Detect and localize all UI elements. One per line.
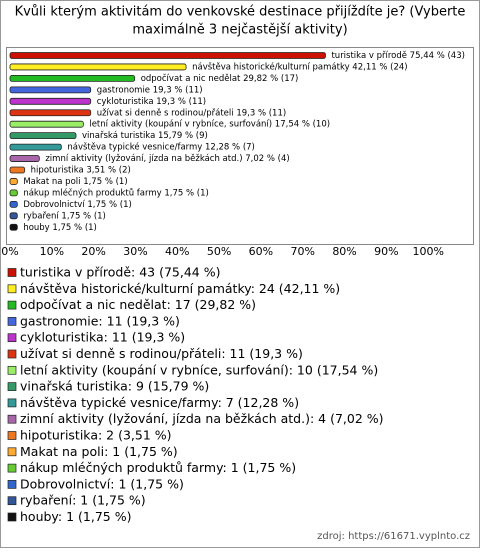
data-label: hipoturistika 3,51 % (2)	[31, 166, 131, 176]
legend-swatch	[7, 414, 17, 424]
x-tick-label: 10%	[40, 245, 64, 258]
legend-label: vinařská turistika: 9 (15,79 %)	[20, 379, 209, 394]
legend-label: návštěva historické/kulturní památky: 24…	[20, 281, 340, 296]
legend-swatch	[7, 382, 17, 391]
chart-title: maximálně 3 nejčastější aktivity)	[132, 23, 347, 38]
legend-label: Dobrovolnictví: 1 (1,75 %)	[20, 476, 184, 491]
data-label: vinařská turistika 15,79 % (9)	[82, 131, 208, 141]
chart-title: Kvůli kterým aktivitám do venkovské dest…	[15, 5, 466, 20]
bar	[9, 155, 40, 162]
x-tick-label: 0%	[1, 245, 18, 258]
legend-swatch	[7, 268, 17, 277]
legend-label: houby: 1 (1,75 %)	[20, 509, 131, 524]
legend-swatch	[7, 284, 17, 294]
bar	[9, 212, 18, 220]
legend-swatch	[7, 496, 17, 506]
data-label: rybaření 1,75 % (1)	[23, 211, 106, 221]
x-tick-label: 70%	[291, 245, 315, 258]
legend-label: užívat si denně s rodinou/přáteli: 11 (1…	[20, 346, 303, 361]
x-tick-label: 60%	[249, 245, 273, 258]
legend-label: zimní aktivity (lyžování, jízda na běžká…	[20, 411, 384, 426]
legend-swatch	[7, 431, 17, 440]
legend-label: turistika v přírodě: 43 (75,44 %)	[20, 265, 220, 280]
legend-label: odpočívat a nic nedělat: 17 (29,82 %)	[20, 297, 256, 312]
legend-swatch	[7, 463, 17, 473]
legend-label: gastronomie: 11 (19,3 %)	[20, 313, 180, 328]
legend-label: Makat na poli: 1 (1,75 %)	[20, 444, 178, 459]
legend-swatch	[7, 317, 17, 326]
data-label: letní aktivity (koupání v rybníce, surfo…	[89, 120, 330, 130]
x-tick-label: 80%	[332, 245, 356, 258]
legend-swatch	[7, 333, 17, 343]
data-label: nákup mléčných produktů farmy 1,75 % (1)	[23, 187, 209, 198]
legend-swatch	[7, 512, 17, 522]
data-label: gastronomie 19,3 % (11)	[97, 85, 203, 95]
data-label: odpočívat a nic nedělat 29,82 % (17)	[141, 73, 299, 84]
bar	[9, 143, 62, 151]
legend-swatch	[7, 349, 17, 359]
data-label: Dobrovolnictví 1,75 % (1)	[23, 200, 132, 210]
bar	[9, 86, 92, 94]
legend-label: letní aktivity (koupání v rybníce, surfo…	[20, 362, 378, 377]
legend-swatch	[7, 398, 17, 408]
bar	[9, 52, 326, 59]
data-label: turistika v přírodě 75,44 % (43)	[331, 51, 464, 61]
data-label: cykloturistika 19,3 % (11)	[97, 97, 206, 107]
legend-label: cykloturistika: 11 (19,3 %)	[20, 330, 185, 345]
x-tick-label: 30%	[123, 245, 147, 258]
data-label: návštěva typické vesnice/farmy 12,28 % (…	[67, 142, 255, 153]
data-label: užívat si denně s rodinou/přáteli 19,3 %…	[97, 108, 286, 118]
legend-label: hipoturistika: 2 (3,51 %)	[20, 428, 172, 443]
data-label: Makat na poli 1,75 % (1)	[23, 177, 127, 187]
data-label: houby 1,75 % (1)	[23, 223, 97, 233]
x-tick-label: 20%	[81, 245, 105, 258]
x-tick-label: 100%	[412, 245, 443, 258]
bar	[9, 132, 77, 140]
bar	[9, 178, 18, 185]
x-tick-label: 90%	[374, 245, 398, 258]
x-tick-label: 40%	[165, 245, 189, 258]
source: zdroj: https://61671.vyplnto.cz	[317, 531, 470, 542]
bar	[9, 97, 92, 105]
bar	[9, 120, 84, 128]
bar	[9, 63, 187, 71]
legend-label: nákup mléčných produktů farmy: 1 (1,75 %…	[20, 460, 296, 475]
plot-area	[6, 47, 474, 245]
legend-swatch	[7, 480, 17, 489]
legend-swatch	[7, 300, 17, 310]
bar	[9, 189, 18, 197]
data-label: návštěva historické/kulturní památky 42,…	[192, 61, 407, 72]
legend-label: návštěva typické vesnice/farmy: 7 (12,28…	[20, 395, 299, 410]
bar	[9, 166, 26, 174]
bar	[9, 109, 92, 117]
data-label: zimní aktivity (lyžování, jízda na běžká…	[45, 154, 289, 164]
bar	[9, 200, 18, 208]
bar	[9, 223, 18, 231]
legend-label: rybaření: 1 (1,75 %)	[20, 493, 146, 508]
legend-swatch	[7, 365, 17, 375]
x-tick-label: 50%	[207, 245, 231, 258]
legend-swatch	[7, 447, 17, 457]
bar	[9, 75, 136, 82]
